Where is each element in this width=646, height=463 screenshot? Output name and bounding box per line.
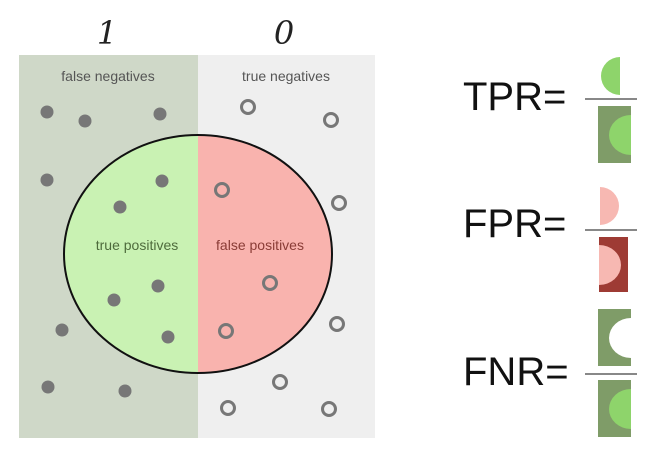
fpr-denominator-icon bbox=[599, 237, 628, 292]
relevant-dot bbox=[41, 380, 55, 394]
negative-class-header: 0 bbox=[274, 14, 294, 52]
relevant-dot bbox=[151, 279, 165, 293]
fnr-numerator-icon bbox=[598, 309, 631, 366]
tpr-denominator-icon bbox=[598, 106, 631, 163]
non-relevant-dot bbox=[218, 323, 234, 339]
relevant-dot bbox=[78, 114, 92, 128]
non-relevant-dot bbox=[214, 182, 230, 198]
relevant-dot bbox=[107, 293, 121, 307]
fnr-label: FNR= bbox=[463, 350, 569, 394]
relevant-dot bbox=[161, 330, 175, 344]
relevant-dot bbox=[40, 173, 54, 187]
relevant-dot bbox=[113, 200, 127, 214]
relevant-dot bbox=[55, 323, 69, 337]
relevant-dot bbox=[155, 174, 169, 188]
false-negatives-label: false negatives bbox=[61, 68, 154, 84]
non-relevant-dot bbox=[321, 401, 337, 417]
non-relevant-dot bbox=[331, 195, 347, 211]
false-positives-label: false positives bbox=[216, 237, 304, 253]
true-positives-label: true positives bbox=[96, 237, 178, 253]
fpr-label: FPR= bbox=[463, 202, 566, 246]
selected-elements-ellipse bbox=[63, 134, 333, 374]
tpr-numerator-icon bbox=[601, 57, 620, 95]
non-relevant-dot bbox=[329, 316, 345, 332]
relevant-dot bbox=[153, 107, 167, 121]
relevant-elements bbox=[40, 105, 175, 398]
true-positives-region bbox=[64, 135, 198, 373]
non-relevant-dot bbox=[262, 275, 278, 291]
false-positives-region bbox=[198, 135, 332, 373]
relevant-dot bbox=[118, 384, 132, 398]
non-relevant-elements bbox=[214, 99, 347, 417]
tpr-label: TPR= bbox=[463, 75, 566, 119]
non-relevant-dot bbox=[272, 374, 288, 390]
relevant-dot bbox=[40, 105, 54, 119]
non-relevant-dot bbox=[220, 400, 236, 416]
non-relevant-dot bbox=[240, 99, 256, 115]
non-relevant-dot bbox=[323, 112, 339, 128]
true-negatives-label: true negatives bbox=[242, 68, 330, 84]
fpr-numerator-icon bbox=[600, 187, 619, 225]
positive-class-header: 1 bbox=[97, 14, 117, 52]
fnr-denominator-icon bbox=[598, 380, 631, 437]
